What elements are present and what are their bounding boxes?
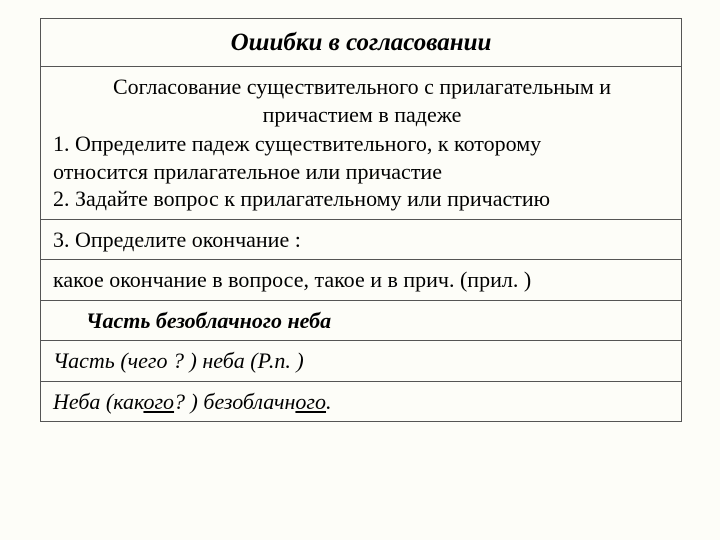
row4: какое окончание в вопросе, такое и в при… bbox=[41, 260, 681, 301]
row7-p1: Неба (как bbox=[53, 389, 143, 414]
agreement-errors-table: Ошибки в согласовании Согласование сущес… bbox=[40, 18, 682, 422]
item1-line2: относится прилагательное или причастие bbox=[53, 159, 442, 184]
row6: Часть (чего ? ) неба (Р.п. ) bbox=[41, 341, 681, 382]
row7-u2: ого bbox=[295, 389, 326, 414]
subtitle-line2: причастием в падеже bbox=[263, 102, 462, 127]
row7: Неба (какого? ) безоблачного. bbox=[41, 382, 681, 422]
subtitle: Согласование существительного с прилагат… bbox=[53, 73, 671, 128]
row7-p3: . bbox=[326, 389, 332, 414]
row5-example: Часть безоблачного неба bbox=[41, 301, 681, 342]
item1: 1. Определите падеж существительного, к … bbox=[53, 130, 671, 185]
title-row: Ошибки в согласовании bbox=[41, 19, 681, 67]
row7-u1: ого bbox=[143, 389, 174, 414]
row7-p2: ? ) безоблачн bbox=[174, 389, 295, 414]
title-text: Ошибки в согласовании bbox=[231, 29, 492, 56]
row3: 3. Определите окончание : bbox=[41, 220, 681, 261]
subtitle-line1: Согласование существительного с прилагат… bbox=[113, 74, 611, 99]
intro-block: Согласование существительного с прилагат… bbox=[41, 67, 681, 220]
item1-line1: 1. Определите падеж существительного, к … bbox=[53, 131, 541, 156]
item2: 2. Задайте вопрос к прилагательному или … bbox=[53, 185, 671, 213]
